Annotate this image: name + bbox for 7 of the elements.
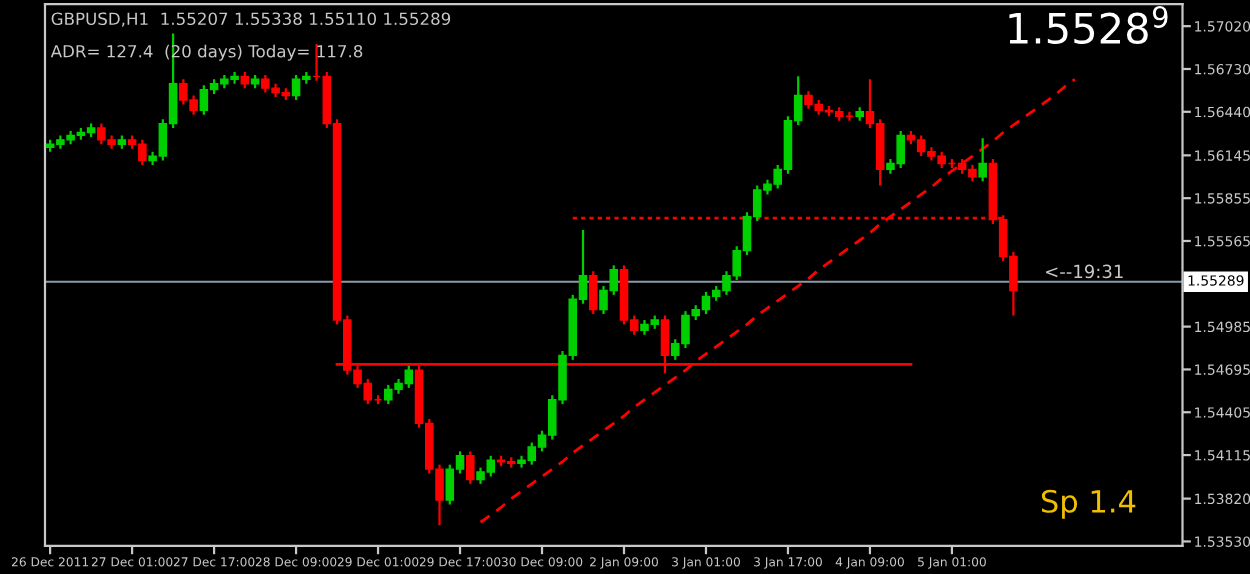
candlestick <box>465 450 475 485</box>
annotation: <--19:31 <box>1046 264 1123 279</box>
chart-title: GBPUSD,H1 1.55207 1.55338 1.55110 1.55289 <box>51 12 451 27</box>
candlestick <box>978 137 987 183</box>
annotation: Sp 1.4 <box>1041 489 1136 519</box>
candlestick <box>588 270 598 316</box>
annotation: 1.5528$^{9}$ <box>1009 5 1168 45</box>
